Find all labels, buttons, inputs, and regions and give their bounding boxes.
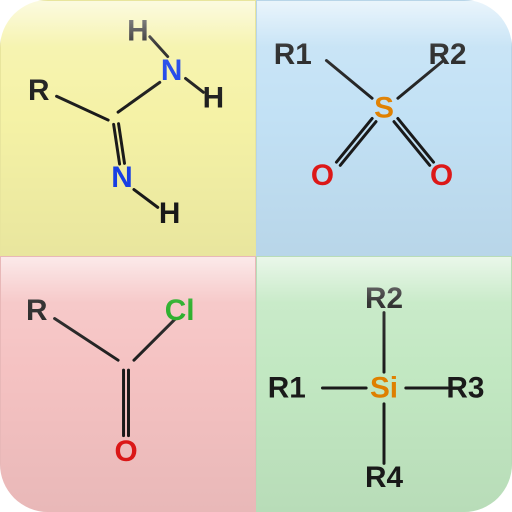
atom-label: Cl: [165, 294, 195, 327]
atom-label: H: [159, 197, 181, 230]
atom-label: R1: [268, 371, 306, 404]
tile-silane: R1 R2 R3 R4 Si: [256, 256, 512, 512]
atom-label: Si: [370, 371, 398, 404]
bond: [326, 61, 372, 99]
atom-label: R: [26, 294, 48, 327]
tile-sulfone: R1 R2 S O O: [256, 0, 512, 256]
bond: [55, 319, 119, 361]
bond: [118, 82, 160, 112]
bond: [57, 96, 109, 120]
atom-label: R3: [446, 371, 484, 404]
tile-acyl-chloride: R Cl O: [0, 256, 256, 512]
atom-label: H: [127, 14, 149, 47]
bond: [336, 118, 372, 162]
atom-label: H: [203, 82, 225, 115]
atom-label: R2: [365, 282, 403, 315]
atom-label: S: [374, 92, 394, 125]
atom-label: R2: [428, 38, 466, 71]
atom-label: N: [161, 54, 183, 87]
atom-label: R4: [365, 461, 403, 494]
bond: [134, 190, 158, 208]
atom-label: N: [111, 161, 133, 194]
icon-grid: RNHHNH R1R2SOO RClO R1R2R3R4Si: [0, 0, 512, 512]
atom-label: O: [114, 435, 137, 468]
bond: [186, 78, 204, 92]
atom-label: R: [28, 74, 50, 107]
bond: [394, 122, 430, 166]
atom-label: O: [311, 159, 334, 192]
bond: [340, 122, 376, 166]
tile-amidine: RNHHNH: [0, 0, 256, 256]
atom-label: O: [430, 159, 453, 192]
bond: [398, 118, 434, 162]
atom-label: R1: [274, 38, 312, 71]
